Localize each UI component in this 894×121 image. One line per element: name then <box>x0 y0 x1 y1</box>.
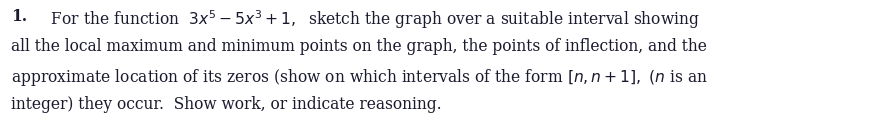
Text: For the function  $3x^5 - 5x^3 + 1,$  sketch the graph over a suitable interval : For the function $3x^5 - 5x^3 + 1,$ sket… <box>36 8 700 31</box>
Text: all the local maximum and minimum points on the graph, the points of inflection,: all the local maximum and minimum points… <box>11 38 706 54</box>
Text: 1.: 1. <box>11 8 27 25</box>
Text: approximate location of its zeros (show on which intervals of the form $[n, n+1]: approximate location of its zeros (show … <box>11 67 707 88</box>
Text: integer) they occur.  Show work, or indicate reasoning.: integer) they occur. Show work, or indic… <box>11 96 442 113</box>
